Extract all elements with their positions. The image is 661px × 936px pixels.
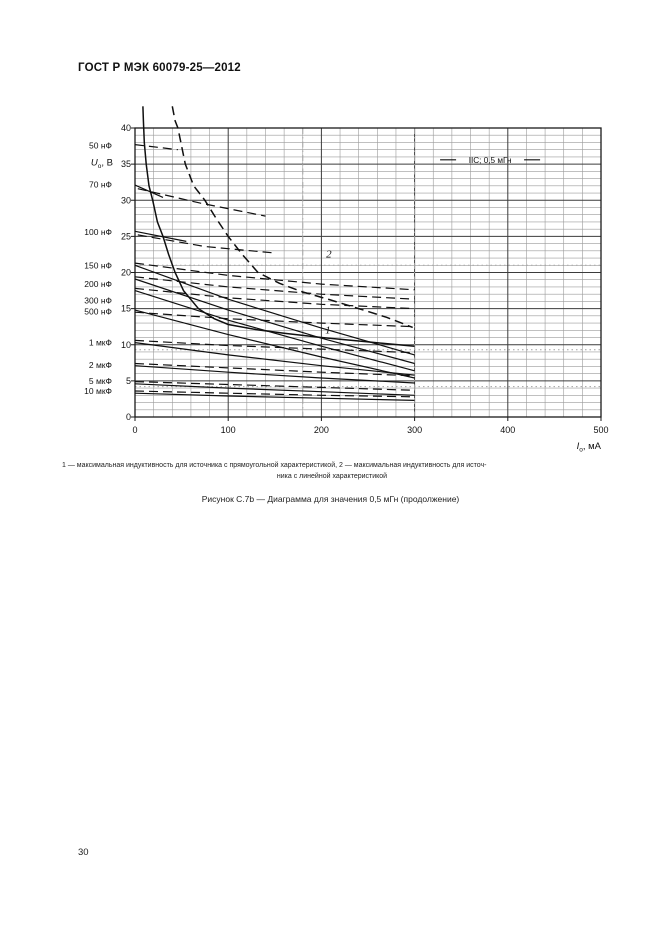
cap-10uF-dashed [134, 390, 415, 398]
capacitance-label: 5 мкФ [89, 376, 112, 386]
cap-500nF-dashed [134, 311, 415, 328]
cap-200nF-dashed [134, 276, 415, 300]
capacitance-label: 200 нФ [84, 279, 112, 289]
x-tick-label: 500 [593, 425, 608, 435]
cap-2uF-dashed [134, 362, 415, 377]
document-header: ГОСТ Р МЭК 60079-25—2012 [78, 62, 241, 74]
cap-2uF-solid [134, 365, 415, 384]
cap-150nF-solid [134, 264, 415, 356]
capacitance-label: 150 нФ [84, 260, 112, 270]
figure-note-line2: ника с линейной характеристикой [276, 473, 388, 480]
curve-1-max-inductance-rectangular-source [142, 106, 415, 347]
x-tick-label: 100 [221, 425, 236, 435]
y-tick-label: 40 [121, 123, 131, 133]
cap-500nF-solid [134, 309, 415, 379]
figure-caption: Рисунок С.7b — Диаграмма для значения 0,… [201, 494, 460, 504]
cap-5uF-dashed [134, 381, 415, 391]
y-tick-label: 20 [121, 268, 131, 278]
curve-2-max-inductance-linear-source [171, 106, 413, 329]
x-axis-title: Iо, мА [577, 441, 602, 454]
page-number: 30 [78, 847, 89, 858]
y-tick-label: 15 [121, 304, 131, 314]
curve-marker-2: 2 [326, 249, 332, 261]
cap-1uF-solid [134, 342, 415, 376]
y-tick-label: 0 [126, 412, 131, 422]
annotation-label: IIC; 0,5 мГн [469, 156, 512, 165]
x-tick-label: 300 [407, 425, 422, 435]
y-axis-title: Uо, В [91, 158, 113, 171]
cap-100nF-dashed [137, 234, 275, 254]
capacitance-label: 10 мкФ [84, 386, 112, 396]
figure-note: 1 — максимальная индуктивность для источ… [62, 460, 602, 482]
cap-10uF-solid [134, 392, 415, 401]
cap-100nF-solid [134, 230, 187, 242]
capacitance-label: 500 нФ [84, 307, 112, 317]
cap-300nF-dashed [134, 287, 415, 310]
x-tick-label: 400 [500, 425, 515, 435]
capacitance-label: 50 нФ [89, 140, 112, 150]
y-tick-label: 25 [121, 231, 131, 241]
y-tick-label: 10 [121, 340, 131, 350]
capacitance-label: 300 нФ [84, 296, 112, 306]
x-tick-label: 0 [132, 425, 137, 435]
y-tick-label: 35 [121, 159, 131, 169]
y-tick-label: 5 [126, 376, 131, 386]
cap-70nF-dashed [137, 188, 266, 217]
cap-70nF-solid [134, 184, 164, 198]
curve-marker-1: 1 [325, 325, 331, 337]
capacitance-label: 70 нФ [89, 179, 112, 189]
cap-200nF-solid [134, 278, 415, 365]
y-tick-label: 30 [121, 195, 131, 205]
x-tick-label: 200 [314, 425, 329, 435]
cap-50nF-dashed [134, 144, 178, 151]
capacitance-label: 2 мкФ [89, 360, 112, 370]
capacitance-label: 100 нФ [84, 227, 112, 237]
cap-5uF-solid [134, 383, 415, 396]
cap-150nF-dashed [134, 262, 415, 291]
cap-300nF-solid [134, 290, 415, 372]
figure-note-line1: 1 — максимальная индуктивность для источ… [62, 462, 487, 469]
capacitance-label: 1 мкФ [89, 338, 112, 348]
cap-1uF-dashed [134, 339, 415, 354]
